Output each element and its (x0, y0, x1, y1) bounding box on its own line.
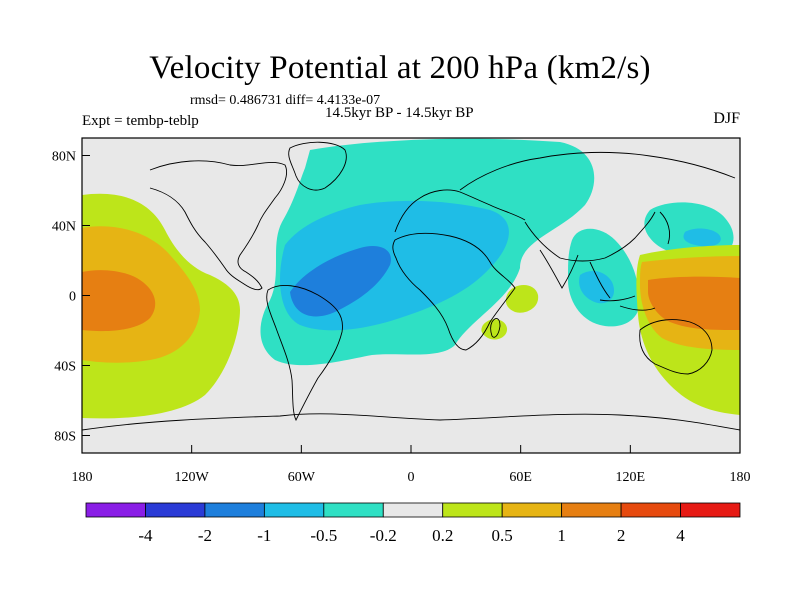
colorbar-swatch (263, 502, 325, 518)
coast-europe (394, 189, 526, 233)
contour-fields (82, 138, 740, 419)
colorbar-swatch (442, 502, 503, 518)
contour-indian-yellow-2 (481, 319, 508, 340)
coast-antarctica (82, 413, 740, 431)
coast-australia (639, 319, 713, 375)
colorbar-swatch (680, 502, 741, 518)
colorbar-swatch (561, 502, 622, 518)
season-label: DJF (713, 110, 740, 127)
lon-tick-label: 60W (288, 470, 316, 485)
coast-japan (659, 211, 671, 245)
coast-south-america (266, 284, 343, 422)
map-plot-area (81, 137, 741, 454)
coastlines (82, 141, 740, 431)
colorbar: -4 -2 -1 -0.5 -0.2 0.2 0.5 1 2 4 (85, 502, 741, 545)
colorbar-label: 4 (676, 526, 685, 545)
colorbar-swatch (501, 502, 563, 518)
colorbar-swatch (620, 502, 681, 518)
longitude-axis: 180 120W 60W 0 60E 120E 180 (72, 445, 751, 485)
coast-north-america (149, 160, 287, 291)
experiment-label: Expt = tembp-teblp (82, 113, 199, 129)
colorbar-label: 1 (557, 526, 566, 545)
contour-nwpacific-cyan (683, 228, 721, 247)
contour-atlantic-blue (290, 245, 391, 317)
latitude-axis: 80N 40N 0 40S 80S (52, 150, 90, 445)
contour-indian-yellow-1 (505, 284, 539, 313)
lat-tick-label: 0 (69, 290, 76, 305)
colorbar-label: 2 (617, 526, 626, 545)
colorbar-label: -1 (257, 526, 271, 545)
coast-southeast-asia (589, 261, 656, 311)
lon-tick-label: 0 (408, 470, 415, 485)
contour-wpacific-dark (648, 276, 740, 330)
coast-greenland (288, 141, 347, 191)
colorbar-label: -2 (198, 526, 212, 545)
lat-tick-label: 40S (54, 360, 76, 375)
plot-title: Velocity Potential at 200 hPa (km2/s) (149, 50, 651, 86)
lon-tick-label: 120W (175, 470, 210, 485)
colorbar-label: 0.5 (492, 526, 513, 545)
colorbar-label: 0.2 (432, 526, 453, 545)
lon-tick-label: 60E (509, 470, 532, 485)
colorbar-label: -0.2 (370, 526, 397, 545)
lon-tick-label: 180 (730, 470, 751, 485)
coast-india (539, 249, 579, 289)
lon-tick-label: 120E (616, 470, 646, 485)
coast-madagascar (490, 318, 501, 338)
colorbar-swatch (382, 502, 444, 518)
lat-tick-label: 40N (52, 220, 76, 235)
coast-africa (392, 232, 516, 351)
colorbar-label: -4 (138, 526, 153, 545)
contour-pacific-east-dark (82, 270, 156, 332)
lat-tick-label: 80S (54, 430, 76, 445)
colorbar-swatch (323, 502, 384, 518)
colorbar-swatch (204, 502, 265, 518)
period-label: 14.5kyr BP - 14.5kyr BP (325, 105, 474, 121)
colorbar-label: -0.5 (310, 526, 337, 545)
colorbar-swatch (145, 502, 206, 518)
stats-line: rmsd= 0.486731 diff= 4.4133e-07 (190, 93, 381, 108)
lon-tick-label: 180 (72, 470, 93, 485)
colorbar-swatch (85, 502, 146, 518)
coast-asia (459, 151, 736, 262)
contour-maritime-cyan (579, 270, 615, 304)
lat-tick-label: 80N (52, 150, 76, 165)
